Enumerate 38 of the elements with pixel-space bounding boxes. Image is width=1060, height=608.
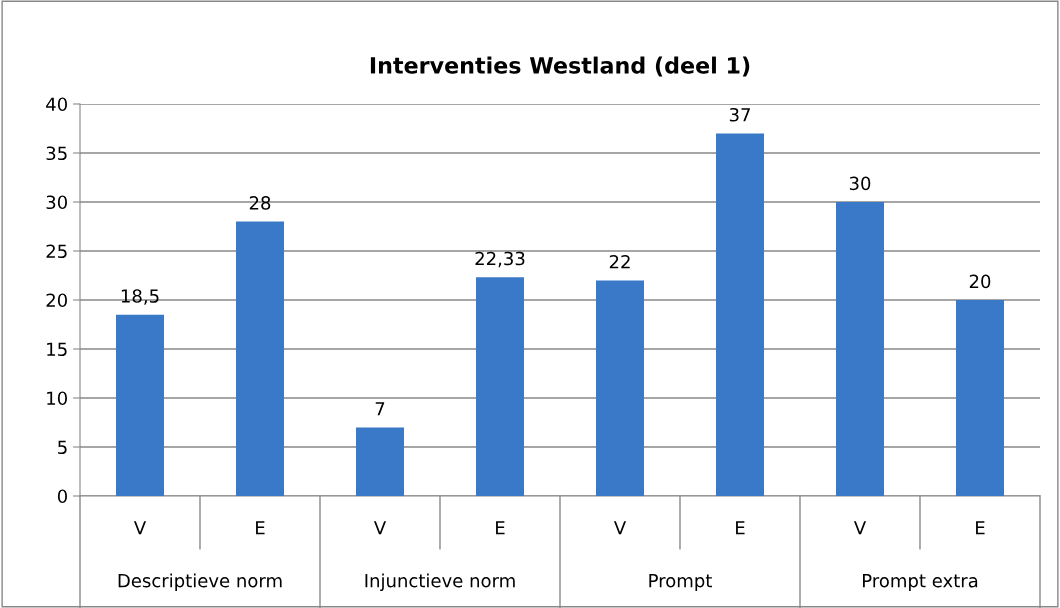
x-tick-label: E: [496, 521, 505, 535]
data-label: 28: [249, 196, 271, 210]
bar: [236, 221, 284, 496]
data-label: 22,33: [475, 251, 525, 268]
text: Descriptieve norm: [118, 573, 282, 591]
text: Prompt: [649, 574, 712, 591]
bar: [836, 202, 884, 496]
data-label: 30: [849, 176, 871, 191]
y-tick-label: 35: [46, 146, 67, 161]
x-tick-label: V: [373, 521, 387, 535]
y-tick-label: 30: [46, 195, 67, 210]
data-label: 7: [375, 402, 385, 416]
bar: [356, 427, 404, 496]
bar: [596, 280, 644, 496]
y-tick-label: 5: [58, 440, 67, 455]
y-tick-label: 40: [46, 97, 67, 112]
bar: [476, 277, 524, 496]
y-tick-label: 10: [47, 391, 67, 406]
y-tick-label: 0: [57, 489, 67, 504]
chart-title: Interventies Westland (deel 1): [370, 56, 750, 77]
y-tick-label: 15: [47, 342, 67, 357]
x-tick-label: E: [256, 521, 265, 535]
data-label: 18,5: [121, 289, 159, 305]
bar: [716, 133, 764, 496]
data-label: 37: [729, 107, 750, 122]
x-tick-label: V: [853, 521, 867, 535]
y-tick-label: 25: [46, 244, 67, 259]
text: Injunctieve norm: [365, 573, 515, 591]
x-tick-label: V: [613, 521, 627, 535]
bar: [116, 314, 164, 496]
y-tick-label: 20: [46, 293, 67, 308]
x-tick-label: V: [133, 521, 147, 535]
data-label: 22: [609, 254, 630, 269]
x-tick-label: E: [976, 521, 985, 535]
x-tick-label: E: [736, 521, 745, 535]
data-label: 20: [969, 274, 991, 289]
bar: [956, 300, 1004, 496]
text: Prompt extra: [863, 574, 978, 591]
